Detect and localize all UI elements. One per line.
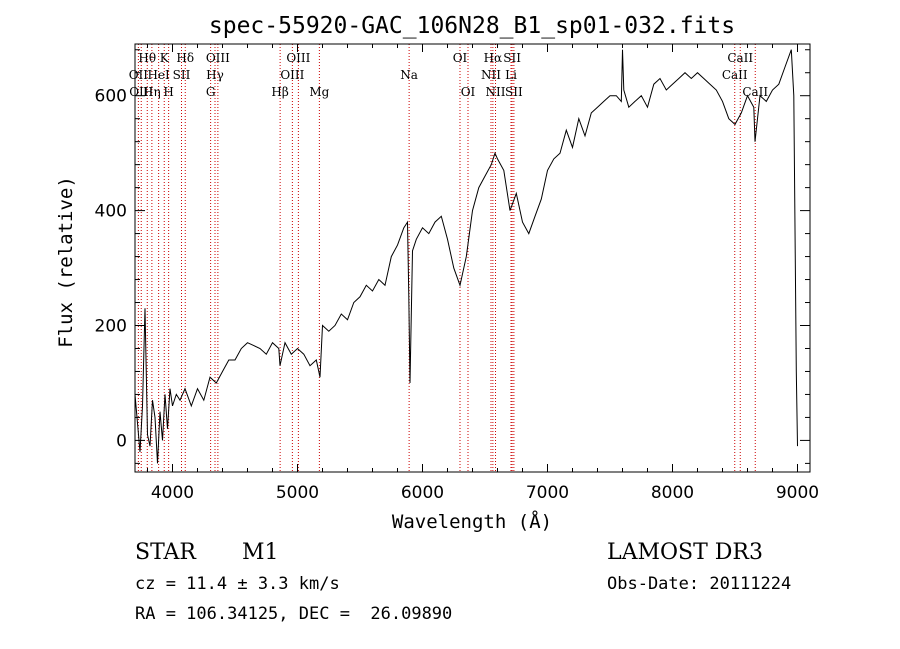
line-label-24: OI [461,85,476,99]
line-label-20: H [163,85,173,99]
line-label-7: SII [503,51,521,65]
x-tick-label-2: 6000 [401,483,444,503]
line-label-26: SII [505,85,523,99]
line-label-16: Li [505,68,517,82]
axis-ticks: 4000 5000 6000 7000 8000 9000 0 200 400 600 [95,44,819,503]
line-label-2: Hδ [176,51,194,65]
line-label-27: CaII [742,85,768,99]
line-label-10: HeI [147,68,170,82]
survey-name: LAMOST DR3 [607,540,763,565]
y-tick-label-3: 600 [95,87,127,107]
x-axis-label: Wavelength (Å) [392,510,552,533]
plot-frame [134,43,811,473]
line-label-9: OII [129,68,149,82]
redshift-value: cz = 11.4 ± 3.3 km/s [135,574,340,594]
spectral-line-markers [137,44,756,472]
line-label-6: Hα [484,51,503,65]
line-label-3: OIII [206,51,230,65]
line-label-14: Na [400,68,418,82]
line-label-1: K [160,51,170,65]
obs-date: Obs-Date: 20111224 [607,574,792,594]
line-label-12: Hγ [206,68,224,82]
line-label-5: OI [453,51,468,65]
line-label-13: OIII [280,68,304,82]
x-tick-label-3: 7000 [526,483,569,503]
flux-series-line [134,49,798,464]
line-label-19: Hη [143,85,161,99]
x-tick-label-0: 4000 [151,483,194,503]
y-tick-label-0: 0 [116,431,127,451]
x-tick-label-5: 9000 [776,483,819,503]
line-label-25: NII [486,85,506,99]
x-tick-label-4: 8000 [651,483,694,503]
line-label-0: Hθ [138,51,156,65]
line-label-17: CaII [722,68,748,82]
x-tick-label-1: 5000 [276,483,319,503]
line-label-22: Hβ [271,85,288,99]
line-label-4: OIII [286,51,310,65]
y-tick-label-2: 400 [95,202,127,222]
chart-title: spec-55920-GAC_106N28_B1_sp01-032.fits [209,13,735,39]
coordinates: RA = 106.34125, DEC = 26.09890 [135,604,453,624]
y-axis-label: Flux (relative) [55,176,77,348]
y-tick-label-1: 200 [95,317,127,337]
object-subclass: M1 [242,540,279,565]
line-label-11: SII [173,68,191,82]
line-label-8: CaII [727,51,753,65]
object-class: STAR [135,540,196,565]
line-label-15: NII [481,68,501,82]
line-label-23: Mg [309,85,329,99]
line-label-21: G [206,85,216,99]
